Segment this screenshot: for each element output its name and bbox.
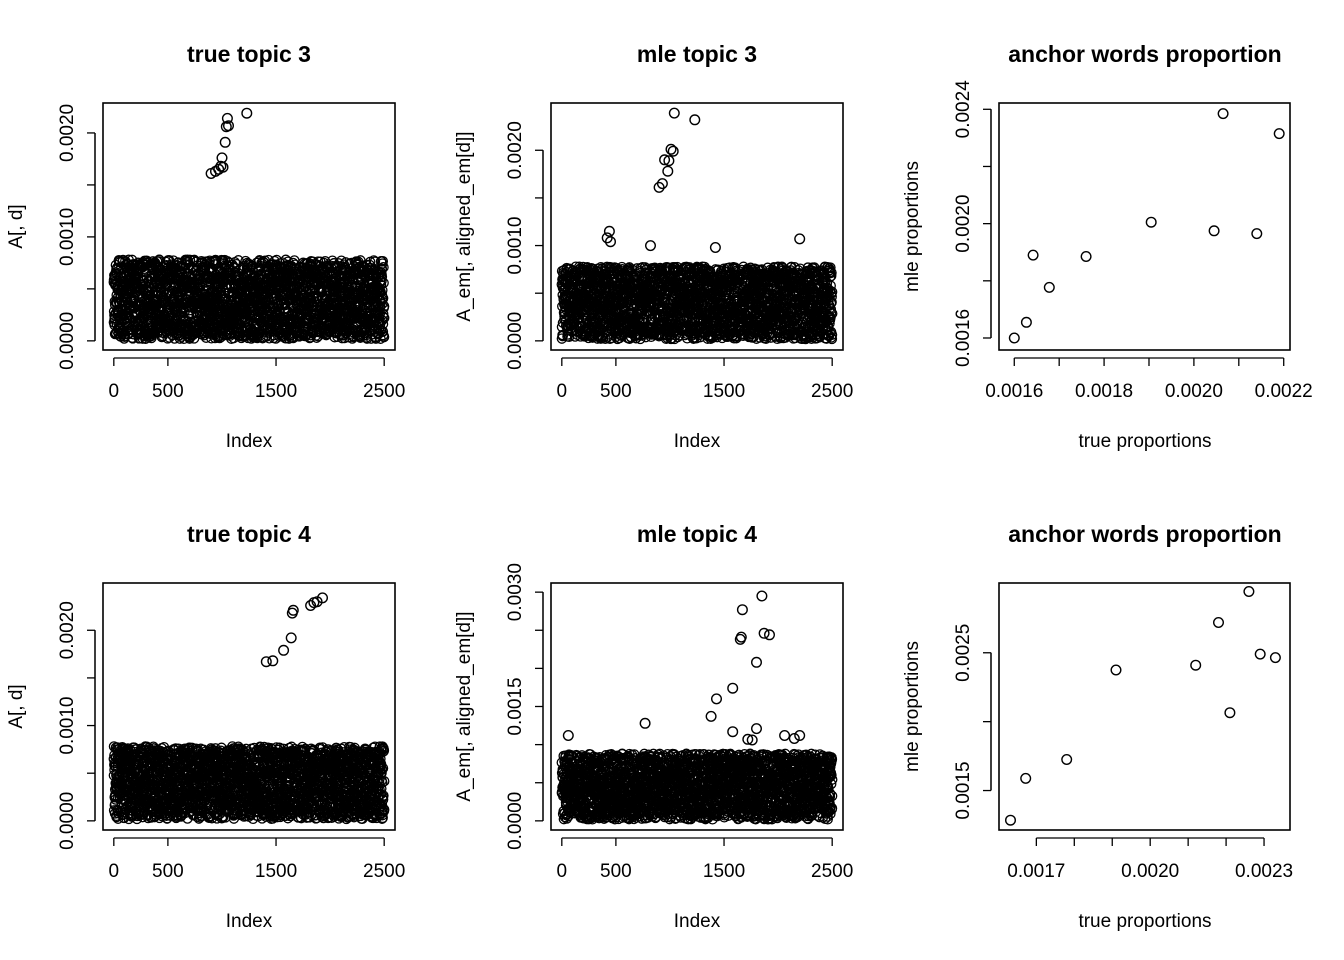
- plot-frame: [102, 102, 396, 351]
- data-point: [219, 136, 231, 148]
- y-tick-label: 0.0000: [57, 312, 78, 370]
- data-point: [241, 107, 253, 119]
- chart-title: mle topic 3: [637, 41, 757, 67]
- x-axis-label: Index: [674, 431, 721, 452]
- y-tick-label: 0.0020: [505, 121, 526, 179]
- point-cloud: [556, 261, 838, 345]
- x-tick-label: 0: [109, 381, 120, 402]
- x-tick-label: 2500: [363, 381, 405, 402]
- x-tick-label: 1500: [255, 381, 297, 402]
- x-tick-label: 2500: [811, 381, 853, 402]
- y-tick-label: 0.0010: [505, 216, 526, 274]
- x-axis-label: Index: [226, 431, 273, 452]
- panel-1: true topic 3 0 500 1500 2500 0.0000 0.0010 0.00…: [6, 41, 405, 452]
- y-axis-label: A[, d]: [6, 204, 27, 248]
- y-tick-label: 0.0020: [57, 104, 78, 162]
- panel-2: mle topic 3 0 500 1500 2500 0.0000 0.0010 0.002…: [454, 41, 853, 452]
- x-tick-label: 0: [557, 381, 568, 402]
- y-tick-label: 0.0010: [57, 208, 78, 266]
- y-tick-label: 0.0000: [505, 312, 526, 370]
- y-axis-label: A_em[, aligned_em[d]]: [454, 131, 475, 321]
- chart-title: true topic 3: [187, 41, 311, 67]
- data-point: [202, 256, 213, 268]
- x-tick-label: 500: [600, 381, 632, 402]
- x-tick-label: 500: [152, 381, 184, 402]
- x-tick-label: 1500: [703, 381, 745, 402]
- point-cloud: [108, 254, 390, 345]
